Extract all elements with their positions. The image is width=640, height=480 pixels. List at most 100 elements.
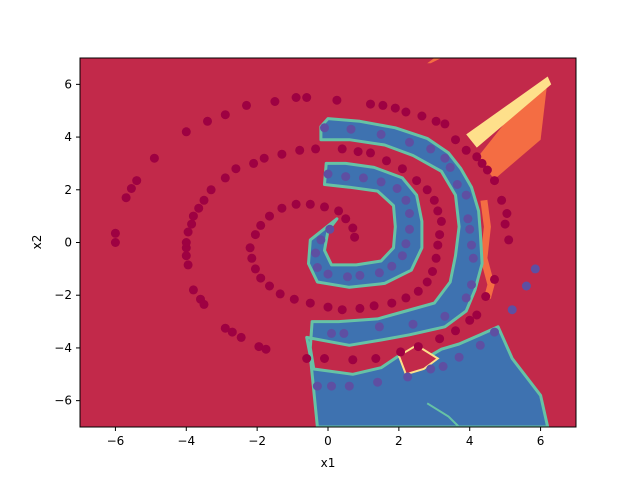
point-class-1: [346, 124, 356, 134]
point-class-0: [249, 158, 259, 168]
point-class-0: [265, 281, 274, 291]
point-class-0: [353, 147, 363, 157]
point-class-0: [250, 264, 260, 274]
point-class-1: [327, 381, 336, 391]
x-tick-label: −6: [107, 434, 125, 448]
point-class-0: [254, 342, 264, 352]
point-class-0: [497, 195, 507, 205]
point-class-1: [392, 184, 402, 193]
point-class-0: [305, 298, 315, 308]
point-class-0: [397, 164, 407, 174]
point-class-0: [378, 100, 388, 110]
point-class-1: [401, 195, 411, 205]
point-class-1: [376, 177, 386, 187]
point-class-0: [348, 355, 358, 365]
point-class-0: [110, 228, 120, 238]
point-class-0: [188, 211, 198, 221]
point-class-0: [305, 199, 315, 209]
point-class-1: [374, 268, 384, 278]
point-class-1: [325, 224, 335, 234]
x-tick-label: 0: [324, 434, 332, 448]
point-class-1: [376, 129, 386, 139]
point-class-0: [245, 243, 255, 253]
point-class-0: [371, 354, 381, 363]
point-class-1: [316, 235, 326, 245]
point-class-1: [403, 372, 413, 382]
point-class-0: [355, 303, 365, 313]
point-class-0: [289, 294, 299, 304]
x-tick-label: −4: [177, 434, 195, 448]
point-class-0: [302, 354, 312, 363]
point-class-0: [369, 301, 379, 311]
point-class-0: [461, 145, 471, 155]
y-tick-label: −6: [54, 394, 72, 408]
point-class-0: [472, 310, 482, 320]
point-class-0: [433, 206, 443, 216]
decision-regions: [80, 58, 576, 427]
point-class-0: [435, 334, 445, 344]
point-class-1: [438, 361, 448, 371]
region-boundary-bottom-streak: [426, 402, 460, 427]
point-class-1: [323, 269, 333, 279]
point-class-0: [311, 144, 321, 154]
point-class-0: [413, 286, 423, 296]
y-axis-ticks: −6 −4 −2 0 2 4 6: [54, 77, 80, 408]
region-boundary-upper-right: [476, 79, 548, 180]
point-class-0: [181, 127, 191, 137]
point-class-1: [530, 264, 540, 274]
point-class-1: [405, 137, 414, 147]
point-class-0: [401, 293, 411, 303]
point-class-0: [302, 93, 312, 102]
point-class-0: [366, 148, 375, 158]
point-class-1: [344, 381, 354, 391]
region-class-0-notch: [397, 344, 440, 376]
point-class-1: [465, 224, 475, 234]
point-class-1: [467, 240, 476, 250]
point-class-0: [110, 238, 120, 247]
point-class-1: [467, 280, 476, 290]
point-class-1: [312, 263, 322, 272]
point-class-0: [194, 203, 204, 213]
point-class-1: [343, 272, 352, 282]
point-class-0: [183, 260, 193, 270]
point-class-0: [504, 235, 514, 245]
point-class-0: [291, 199, 301, 209]
point-class-0: [199, 299, 209, 309]
point-class-1: [320, 123, 329, 133]
point-class-0: [203, 116, 212, 126]
point-class-0: [231, 164, 241, 174]
point-class-0: [431, 116, 441, 126]
point-class-0: [417, 111, 427, 121]
point-class-1: [397, 251, 407, 261]
point-class-0: [181, 251, 191, 261]
point-class-1: [405, 209, 414, 218]
point-class-0: [422, 277, 432, 287]
point-class-1: [445, 162, 455, 172]
point-class-0: [126, 184, 136, 193]
point-class-1: [408, 319, 418, 329]
x-tick-label: 2: [395, 434, 403, 448]
point-class-1: [440, 153, 450, 163]
point-class-1: [373, 377, 383, 387]
x-axis-label: x1: [321, 456, 336, 470]
point-class-1: [452, 180, 462, 189]
point-class-0: [132, 176, 142, 186]
region-boundary-top-spike: [427, 58, 442, 64]
point-class-0: [187, 219, 197, 229]
point-class-0: [220, 173, 230, 183]
point-class-0: [291, 93, 301, 102]
point-class-1: [461, 190, 471, 200]
point-class-1: [454, 352, 464, 362]
point-class-0: [206, 185, 216, 195]
point-class-0: [265, 211, 274, 221]
point-class-0: [429, 195, 439, 205]
point-class-0: [390, 103, 400, 113]
point-class-0: [277, 149, 287, 159]
point-class-1: [468, 253, 478, 263]
point-class-0: [350, 232, 360, 242]
point-class-1: [490, 327, 499, 337]
y-tick-label: 6: [64, 77, 72, 91]
point-class-0: [183, 227, 193, 237]
point-class-0: [199, 195, 209, 205]
point-class-0: [334, 206, 344, 216]
